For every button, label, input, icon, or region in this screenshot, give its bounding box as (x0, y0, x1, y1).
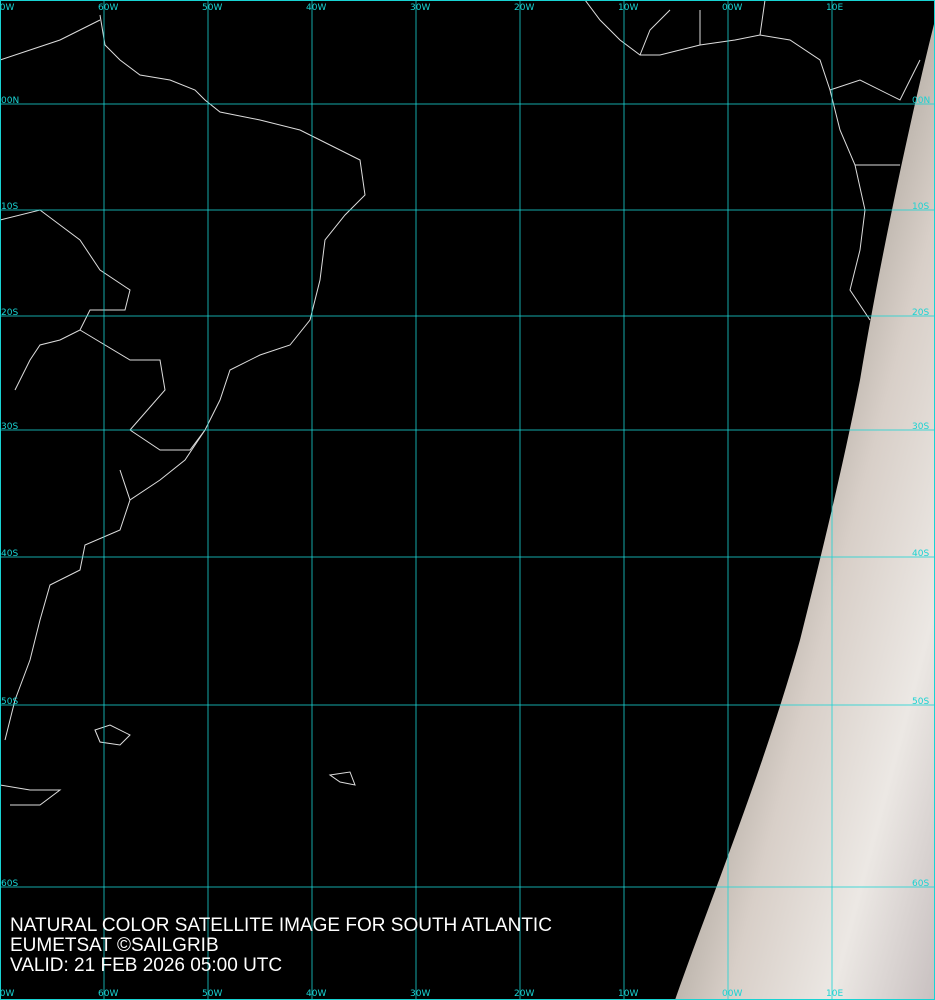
lon-label-top: 10W (618, 3, 638, 13)
lon-label-bottom: 10W (618, 989, 638, 999)
lon-label-top: 50W (202, 3, 222, 13)
lat-label-right: 40S (912, 549, 929, 559)
lon-label-bottom: 10E (826, 989, 843, 999)
lat-label-right: 30S (912, 422, 929, 432)
lon-label-bottom: 20W (514, 989, 534, 999)
lon-label-top: 40W (306, 3, 326, 13)
satellite-cloud-coverage (675, 20, 935, 1000)
lon-label-bottom: 50W (202, 989, 222, 999)
coastlines (0, 0, 921, 806)
lat-label-right: 50S (912, 697, 929, 707)
lat-label-left: 40S (1, 549, 18, 559)
lon-label-top: 10E (826, 3, 843, 13)
lat-label-left: 00N (1, 96, 19, 106)
lon-label-top: 00W (722, 3, 742, 13)
lon-label-top: 30W (410, 3, 430, 13)
lat-label-left: 50S (1, 697, 18, 707)
lon-label-bottom: 30W (410, 989, 430, 999)
lon-label-bottom: 40W (306, 989, 326, 999)
lat-label-left: 20S (1, 308, 18, 318)
caption-valid-time: VALID: 21 FEB 2026 05:00 UTC (10, 955, 283, 976)
lat-label-right: 20S (912, 308, 929, 318)
lat-label-left: 60S (1, 879, 18, 889)
lon-label-bottom: 00W (722, 989, 742, 999)
lat-label-right: 00N (912, 96, 930, 106)
lon-label-top: 60W (98, 3, 118, 13)
lat-label-left: 10S (1, 202, 18, 212)
lat-label-right: 60S (912, 879, 929, 889)
lat-label-left: 30S (1, 422, 18, 432)
caption-credit: EUMETSAT ©SAILGRIB (10, 935, 219, 956)
caption-title: NATURAL COLOR SATELLITE IMAGE FOR SOUTH … (10, 915, 552, 936)
lat-label-right: 10S (912, 202, 929, 212)
image-caption: NATURAL COLOR SATELLITE IMAGE FOR SOUTH … (10, 916, 552, 976)
lon-label-top: 20W (514, 3, 534, 13)
lon-label-bottom: 70W (0, 989, 14, 999)
lon-label-top: 70W (0, 3, 14, 13)
lon-label-bottom: 60W (98, 989, 118, 999)
